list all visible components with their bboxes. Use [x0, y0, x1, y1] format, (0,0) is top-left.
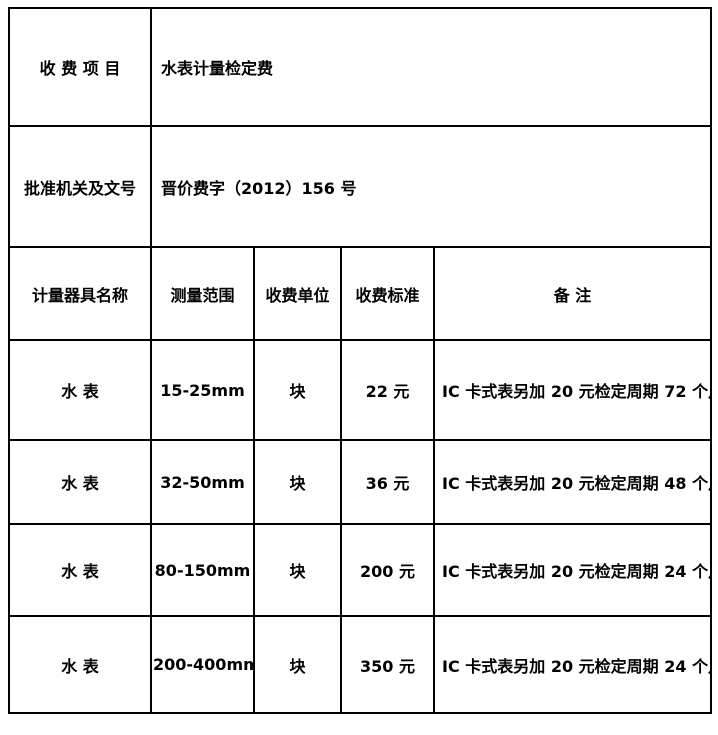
header-instrument-name: 计量器具名称 — [8, 246, 152, 341]
cell-instrument-name: 水 表 — [8, 339, 152, 441]
header-remark: 备 注 — [432, 246, 713, 341]
cell-instrument-name: 水 表 — [8, 615, 152, 714]
cell-charge-unit: 块 — [253, 523, 342, 617]
table-row: 水 表 32-50mm 块 36 元 IC 卡式表另加 20 元检定周期 48 … — [8, 439, 713, 525]
cell-remark: IC 卡式表另加 20 元检定周期 72 个月 — [432, 339, 713, 441]
cell-charge-standard: 200 元 — [340, 523, 435, 617]
fee-schedule-table: 收 费 项 目 水表计量检定费 批准机关及文号 晋价费字（2012）156 号 … — [8, 7, 713, 714]
header-row: 计量器具名称 测量范围 收费单位 收费标准 备 注 — [8, 246, 713, 341]
header-charge-unit: 收费单位 — [253, 246, 342, 341]
table-row: 水 表 15-25mm 块 22 元 IC 卡式表另加 20 元检定周期 72 … — [8, 339, 713, 441]
header-measure-range: 测量范围 — [150, 246, 255, 341]
fee-item-label: 收 费 项 目 — [8, 7, 152, 127]
table-row: 水 表 200-400mm 块 350 元 IC 卡式表另加 20 元检定周期 … — [8, 615, 713, 714]
cell-instrument-name: 水 表 — [8, 439, 152, 525]
cell-remark: IC 卡式表另加 20 元检定周期 24 个月 — [432, 615, 713, 714]
cell-charge-standard: 22 元 — [340, 339, 435, 441]
fee-item-value: 水表计量检定费 — [149, 7, 713, 127]
cell-measure-range: 200-400mm — [150, 615, 255, 714]
cell-measure-range: 80-150mm — [150, 523, 255, 617]
cell-charge-unit: 块 — [253, 339, 342, 441]
cell-measure-range: 15-25mm — [150, 339, 255, 441]
cell-charge-unit: 块 — [253, 615, 342, 714]
table-row: 水 表 80-150mm 块 200 元 IC 卡式表另加 20 元检定周期 2… — [8, 523, 713, 617]
cell-charge-unit: 块 — [253, 439, 342, 525]
approval-label: 批准机关及文号 — [8, 125, 152, 248]
fee-item-row: 收 费 项 目 水表计量检定费 — [8, 7, 713, 127]
cell-charge-standard: 350 元 — [340, 615, 435, 714]
cell-remark: IC 卡式表另加 20 元检定周期 24 个月 — [432, 523, 713, 617]
approval-row: 批准机关及文号 晋价费字（2012）156 号 — [8, 125, 713, 248]
cell-measure-range: 32-50mm — [150, 439, 255, 525]
cell-charge-standard: 36 元 — [340, 439, 435, 525]
header-charge-standard: 收费标准 — [340, 246, 435, 341]
cell-remark: IC 卡式表另加 20 元检定周期 48 个月 — [432, 439, 713, 525]
approval-value: 晋价费字（2012）156 号 — [149, 125, 713, 248]
cell-instrument-name: 水 表 — [8, 523, 152, 617]
